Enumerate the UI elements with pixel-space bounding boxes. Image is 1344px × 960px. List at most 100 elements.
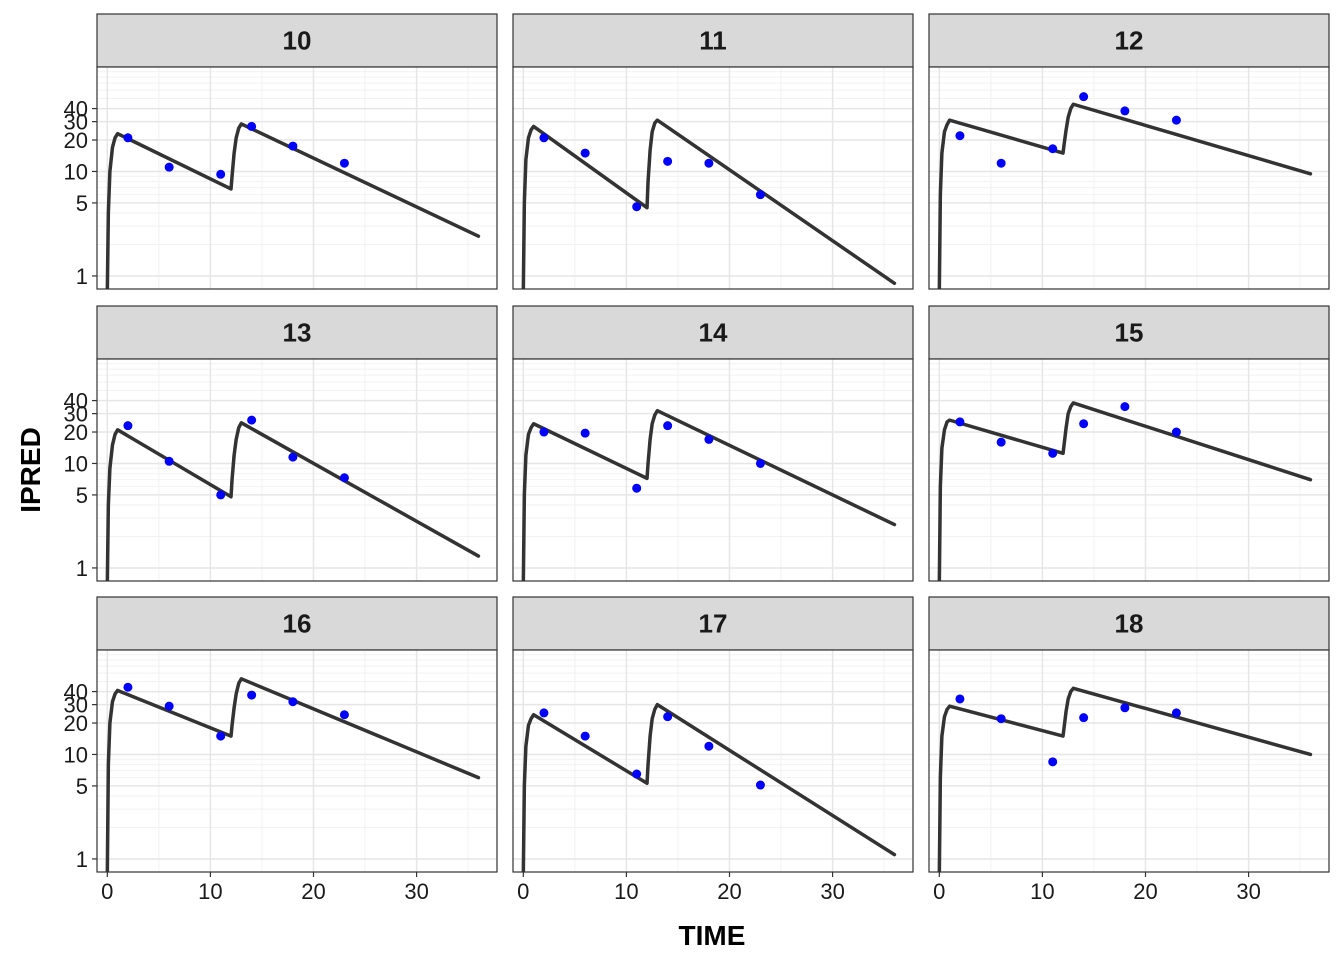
plot-background bbox=[929, 359, 1329, 581]
y-tick-label: 40 bbox=[64, 389, 88, 414]
observation-point bbox=[632, 769, 642, 779]
observation-point bbox=[580, 731, 590, 741]
facet-panel-11: 11 bbox=[512, 13, 914, 290]
facet-panel-14: 14 bbox=[512, 305, 914, 582]
observation-point bbox=[955, 417, 965, 427]
observation-point bbox=[1171, 115, 1181, 125]
plot-background bbox=[97, 650, 497, 872]
observation-point bbox=[1048, 757, 1058, 767]
facet-strip-label: 12 bbox=[1115, 26, 1144, 56]
panel-data bbox=[105, 415, 481, 581]
observation-point bbox=[955, 694, 965, 704]
plot-background bbox=[929, 650, 1329, 872]
facet-panel-12: 12 bbox=[928, 13, 1330, 290]
observation-point bbox=[1171, 708, 1181, 718]
x-axis-title: TIME bbox=[679, 920, 746, 951]
plot-background bbox=[513, 359, 913, 581]
observation-point bbox=[123, 682, 133, 692]
observation-point bbox=[1120, 703, 1130, 713]
y-tick-label: 10 bbox=[64, 159, 88, 184]
gridlines bbox=[513, 650, 913, 872]
observation-point bbox=[288, 141, 298, 151]
panel-data bbox=[521, 118, 897, 289]
facet-panel-18: 18 0 10 20 30 bbox=[928, 596, 1330, 904]
gridlines bbox=[97, 359, 497, 581]
observation-point bbox=[996, 158, 1006, 168]
ipred-line bbox=[521, 702, 897, 872]
facet-strip-label: 14 bbox=[699, 318, 728, 348]
observation-point bbox=[632, 483, 642, 493]
observation-point bbox=[539, 133, 549, 143]
observation-point bbox=[1079, 92, 1089, 102]
panel-data bbox=[937, 686, 1313, 872]
panel-data bbox=[521, 702, 897, 872]
x-tick-label: 10 bbox=[1030, 879, 1054, 904]
y-tick-label: 10 bbox=[64, 451, 88, 476]
observation-point bbox=[164, 162, 174, 172]
panel-data bbox=[937, 92, 1313, 289]
x-tick-label: 0 bbox=[517, 879, 529, 904]
facet-strip bbox=[512, 13, 914, 68]
y-tick-label: 1 bbox=[76, 556, 88, 581]
panel-data bbox=[105, 121, 481, 289]
y-tick-label: 20 bbox=[64, 420, 88, 445]
x-tick-label: 0 bbox=[101, 879, 113, 904]
panel-border bbox=[96, 66, 498, 290]
observation-point bbox=[755, 458, 765, 468]
x-tick-label: 10 bbox=[198, 879, 222, 904]
y-tick-label: 5 bbox=[76, 191, 88, 216]
observation-point bbox=[339, 710, 349, 720]
facet-panel-17: 17 0 10 20 30 bbox=[512, 596, 914, 904]
facet-strip-label: 13 bbox=[283, 318, 312, 348]
panel-border bbox=[928, 649, 1330, 873]
facet-strip-label: 18 bbox=[1115, 609, 1144, 639]
y-tick-label: 20 bbox=[64, 711, 88, 736]
observation-point bbox=[1120, 402, 1130, 412]
facet-strip-label: 17 bbox=[699, 609, 728, 639]
ipred-line bbox=[937, 686, 1313, 872]
observation-point bbox=[339, 473, 349, 483]
observation-point bbox=[1171, 427, 1181, 437]
facet-strip-label: 10 bbox=[283, 26, 312, 56]
observation-point bbox=[164, 456, 174, 466]
observation-point bbox=[704, 741, 714, 751]
observation-point bbox=[288, 697, 298, 707]
x-tick-label: 30 bbox=[1236, 879, 1260, 904]
ipred-line bbox=[105, 421, 481, 581]
observation-point bbox=[580, 148, 590, 158]
observation-point bbox=[755, 780, 765, 790]
observation-point bbox=[755, 190, 765, 200]
plot-background bbox=[97, 359, 497, 581]
observation-point bbox=[663, 156, 673, 166]
plot-background bbox=[929, 67, 1329, 289]
x-tick-label: 20 bbox=[717, 879, 741, 904]
panel-data bbox=[105, 677, 481, 872]
gridlines bbox=[929, 359, 1329, 581]
observation-point bbox=[704, 434, 714, 444]
observation-point bbox=[704, 158, 714, 168]
observation-point bbox=[247, 121, 257, 131]
y-tick-label: 30 bbox=[64, 110, 88, 135]
observation-point bbox=[539, 708, 549, 718]
panel-border bbox=[928, 358, 1330, 582]
observation-point bbox=[247, 690, 257, 700]
x-tick-label: 10 bbox=[614, 879, 638, 904]
observation-point bbox=[663, 712, 673, 722]
ipred-line bbox=[937, 401, 1313, 581]
observation-point bbox=[1079, 713, 1089, 723]
gridlines bbox=[97, 650, 497, 872]
y-tick-label: 10 bbox=[64, 742, 88, 767]
observation-point bbox=[164, 701, 174, 711]
x-tick-label: 30 bbox=[820, 879, 844, 904]
facet-strip bbox=[928, 596, 1330, 651]
ipred-line bbox=[937, 102, 1313, 289]
observation-point bbox=[1048, 448, 1058, 458]
gridlines bbox=[513, 67, 913, 289]
panel-data bbox=[521, 408, 897, 581]
panel-border bbox=[512, 649, 914, 873]
